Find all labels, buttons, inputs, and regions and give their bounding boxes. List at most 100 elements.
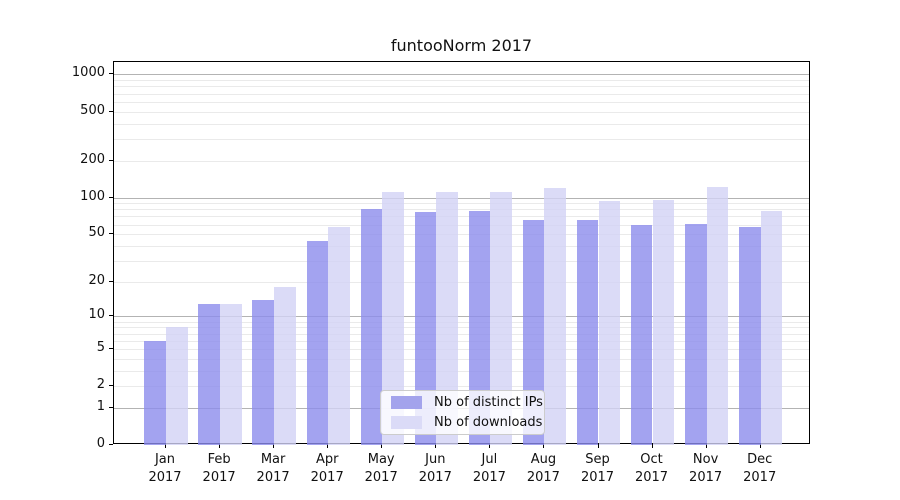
bar-distinct-ips-oct xyxy=(630,224,653,445)
x-tick-dec xyxy=(759,444,761,448)
bar-distinct-ips-nov xyxy=(684,223,707,445)
x-tick-sep xyxy=(597,444,599,448)
gridline-minor-30 xyxy=(114,260,809,262)
bar-downloads-aug xyxy=(544,188,567,445)
bar-downloads-dec xyxy=(760,210,783,445)
bar-distinct-ips-jul xyxy=(468,210,491,445)
plot-area: Nb of distinct IPs Nb of downloads xyxy=(113,61,810,445)
legend-item-downloads: Nb of downloads xyxy=(391,414,544,430)
bar-distinct-ips-jan xyxy=(144,340,166,445)
x-tick-label-mar: Mar 2017 xyxy=(256,452,290,485)
gridline-minor-6 xyxy=(114,340,809,342)
y-tick-0 xyxy=(109,444,113,445)
x-tick-label-feb: Feb 2017 xyxy=(202,452,236,485)
y-tick-label-5: 5 xyxy=(96,339,105,355)
gridline-minor-70 xyxy=(114,216,809,218)
y-tick-label-500: 500 xyxy=(80,102,105,118)
gridline-minor-80 xyxy=(114,209,809,211)
gridline-major-10 xyxy=(114,316,809,318)
x-tick-label-dec: Dec 2017 xyxy=(743,452,777,485)
legend-swatch-distinct-ips xyxy=(391,396,422,409)
x-tick-label-nov: Nov 2017 xyxy=(689,452,723,485)
x-tick-label-jun: Jun 2017 xyxy=(418,452,452,485)
bar-distinct-ips-may xyxy=(360,208,383,445)
y-tick-label-50: 50 xyxy=(88,225,105,241)
bar-distinct-ips-mar xyxy=(252,299,275,445)
y-tick-1000 xyxy=(109,73,113,75)
x-tick-mar xyxy=(273,444,275,448)
gridline-minor-9 xyxy=(114,321,809,323)
y-tick-label-10: 10 xyxy=(88,307,105,323)
x-tick-label-aug: Aug 2017 xyxy=(526,452,560,485)
bar-downloads-jun xyxy=(436,192,458,445)
y-tick-1 xyxy=(109,406,113,408)
x-tick-apr xyxy=(327,444,329,448)
gridline-minor-300 xyxy=(114,138,809,140)
x-tick-label-oct: Oct 2017 xyxy=(634,452,669,485)
gridline-minor-40 xyxy=(114,245,809,247)
gridline-minor-60 xyxy=(114,224,809,226)
x-tick-may xyxy=(381,444,383,448)
x-tick-nov xyxy=(705,444,707,448)
legend-item-distinct-ips: Nb of distinct IPs xyxy=(391,394,544,410)
legend: Nb of distinct IPs Nb of downloads xyxy=(380,390,545,435)
bar-distinct-ips-sep xyxy=(576,220,599,445)
bar-downloads-may xyxy=(382,192,404,445)
x-tick-label-jul: Jul 2017 xyxy=(472,452,506,485)
gridline-minor-700 xyxy=(114,93,809,95)
y-tick-label-200: 200 xyxy=(80,151,105,167)
bar-distinct-ips-apr xyxy=(306,240,329,445)
gridline-minor-4 xyxy=(114,358,809,360)
x-tick-feb xyxy=(219,444,221,448)
x-tick-jul xyxy=(489,444,491,448)
y-tick-label-2: 2 xyxy=(96,377,105,393)
gridline-minor-2 xyxy=(114,386,809,388)
x-tick-jun xyxy=(435,444,437,448)
gridline-major-100 xyxy=(114,197,809,199)
bar-distinct-ips-dec xyxy=(739,227,761,445)
y-tick-label-20: 20 xyxy=(88,272,105,288)
gridline-minor-50 xyxy=(114,234,809,236)
gridline-minor-800 xyxy=(114,86,809,88)
x-tick-oct xyxy=(651,444,653,448)
gridline-minor-20 xyxy=(114,281,809,283)
legend-label-downloads: Nb of downloads xyxy=(434,414,543,430)
x-tick-aug xyxy=(543,444,545,448)
x-tick-label-apr: Apr 2017 xyxy=(310,452,344,485)
y-tick-50 xyxy=(109,233,113,235)
bar-downloads-apr xyxy=(328,227,350,445)
gridline-minor-3 xyxy=(114,370,809,372)
legend-label-distinct-ips: Nb of distinct IPs xyxy=(434,394,543,410)
gridline-minor-90 xyxy=(114,203,809,205)
gridline-major-1000 xyxy=(114,74,809,76)
gridline-minor-8 xyxy=(114,327,809,329)
gridline-minor-200 xyxy=(114,160,809,162)
y-tick-2 xyxy=(109,385,113,387)
bar-downloads-nov xyxy=(706,186,729,445)
legend-swatch-downloads xyxy=(391,416,422,429)
y-tick-200 xyxy=(109,159,113,161)
x-tick-label-jan: Jan 2017 xyxy=(148,452,182,485)
gridline-minor-7 xyxy=(114,333,809,335)
y-tick-label-0: 0 xyxy=(96,436,105,451)
bar-downloads-jan xyxy=(166,327,188,445)
x-tick-label-may: May 2017 xyxy=(364,452,398,485)
chart-title: funtooNorm 2017 xyxy=(390,36,533,55)
gridline-minor-500 xyxy=(114,111,809,113)
bar-downloads-oct xyxy=(652,200,675,445)
gridline-minor-5 xyxy=(114,348,809,350)
bar-distinct-ips-aug xyxy=(522,220,545,445)
y-tick-10 xyxy=(109,315,113,317)
gridline-minor-600 xyxy=(114,101,809,103)
bar-downloads-sep xyxy=(598,201,621,445)
y-tick-500 xyxy=(109,110,113,112)
bar-distinct-ips-feb xyxy=(198,303,221,445)
y-tick-20 xyxy=(109,280,113,282)
y-tick-5 xyxy=(109,347,113,349)
bar-downloads-jul xyxy=(490,192,513,445)
y-tick-label-100: 100 xyxy=(80,188,105,204)
x-tick-label-sep: Sep 2017 xyxy=(580,452,615,485)
y-tick-100 xyxy=(109,196,113,198)
y-tick-label-1: 1 xyxy=(96,398,105,414)
